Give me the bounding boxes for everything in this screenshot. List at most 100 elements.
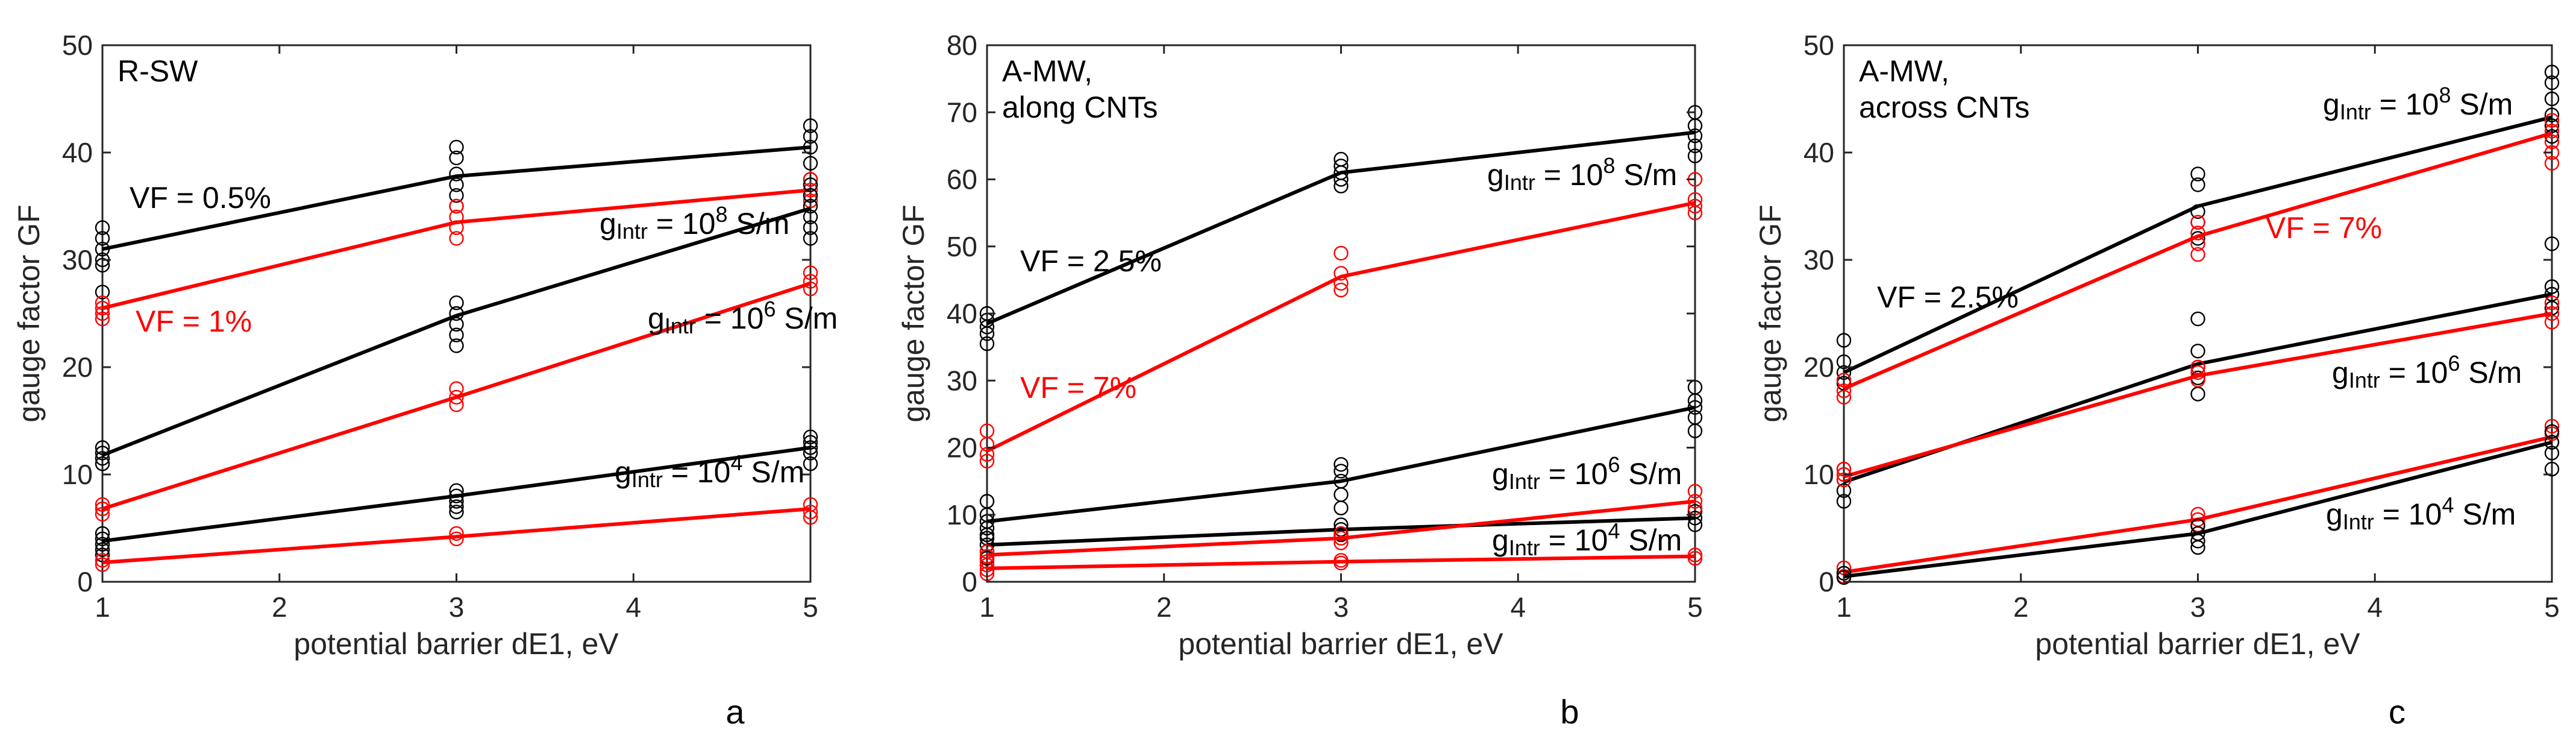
scatter-point-c-s2-x1-1: [2190, 344, 2205, 359]
scatter-point-c-s2-x0-3: [1836, 494, 1852, 509]
scatter-point-a-s2-x2-5: [803, 231, 818, 246]
scatter-point-c-s1-x0-2: [1836, 389, 1852, 405]
vf-black-label-b: VF = 2.5%: [1020, 244, 1162, 278]
series-line-a-2: [101, 206, 811, 457]
scatter-point-b-s1-x1-3: [1333, 282, 1349, 298]
scatter-point-a-s5-x0-1: [95, 557, 110, 572]
g-sup-6-a: 6: [763, 297, 776, 321]
x-tick-label-c-2: 3: [2190, 591, 2206, 623]
scatter-point-b-s0-x0-2: [979, 320, 995, 335]
g-intr-label-8-a: gIntr = 108 S/m: [600, 202, 789, 244]
scatter-point-c-s5-x2-0: [2544, 424, 2560, 439]
g-rest-4-c: = 10: [2374, 497, 2442, 531]
g-rest-8-b: = 10: [1535, 158, 1603, 192]
vf-black-label-c: VF = 2.5%: [1877, 280, 2019, 314]
g-sup-8-c: 8: [2439, 83, 2451, 107]
scatter-point-a-s3-x2-0: [803, 265, 818, 280]
scatter-point-c-s0-x1-0: [2190, 166, 2205, 181]
y-tick-label-b-8: 80: [947, 30, 977, 61]
scatter-point-b-s2-x1-1: [1333, 464, 1349, 479]
series-line-a-1: [102, 188, 811, 310]
g-sub-8-b: Intr: [1504, 170, 1535, 195]
panel-letter-b: b: [1560, 693, 1579, 731]
scatter-point-c-s0-x2-0: [2544, 65, 2560, 80]
g-rest-8-c: = 10: [2371, 87, 2439, 121]
g-intr-label-8-c: gIntr = 108 S/m: [2323, 83, 2513, 124]
y-tick-label-b-2: 20: [947, 432, 977, 464]
chart-title-b-line1: A-MW,: [1002, 54, 1092, 88]
g-rest-4-a: = 10: [663, 455, 731, 489]
scatter-point-a-s5-x2-2: [803, 510, 818, 525]
scatter-point-a-s2-x0-2: [95, 451, 110, 466]
scatter-point-b-s1-x2-2: [1687, 198, 1703, 214]
y-tick-label-c-4: 40: [1804, 137, 1834, 168]
scatter-point-a-s1-x1-0: [449, 198, 464, 214]
scatter-point-b-s2-x1-0: [1333, 457, 1349, 472]
x-tick-label-a-2: 3: [449, 591, 465, 623]
scatter-point-a-s4-x1-3: [449, 499, 464, 514]
x-tick-label-b-4: 5: [1687, 591, 1703, 623]
series-line-b-3: [986, 516, 1696, 547]
series-line-c-1: [1843, 131, 2552, 391]
scatter-point-c-s1-x2-0: [2544, 113, 2560, 128]
vf-black-label-a: VF = 0.5%: [130, 181, 271, 215]
scatter-point-c-s3-x0-2: [1836, 472, 1852, 488]
y-tick-label-b-6: 60: [947, 164, 977, 195]
g-sub-6-a: Intr: [665, 314, 696, 338]
scatter-point-a-s4-x0-2: [95, 537, 110, 552]
plot-area-a: [101, 44, 812, 583]
scatter-point-c-s3-x2-0: [2544, 295, 2560, 310]
scatter-point-a-s3-x0-1: [95, 501, 110, 517]
g-sub-6-b: Intr: [1509, 469, 1540, 494]
g-sub-8-c: Intr: [2340, 99, 2371, 124]
series-line-b-5: [986, 554, 1696, 570]
scatter-point-c-s1-x2-4: [2544, 156, 2560, 171]
g-rest-6-c: = 10: [2380, 356, 2448, 389]
x-tick-label-c-0: 1: [1836, 591, 1852, 623]
g-sub-4-a: Intr: [631, 467, 663, 492]
scatter-point-a-s1-x1-3: [449, 231, 464, 246]
scatter-point-c-s0-x2-2: [2544, 91, 2560, 107]
scatter-point-b-s0-x2-4: [1687, 148, 1703, 163]
g-rest-6-a: = 10: [696, 301, 764, 335]
scatter-point-b-s2-x2-1: [1687, 393, 1703, 408]
g-sup-8-a: 8: [715, 202, 727, 227]
y-axis-label-a: gauge factor GF: [12, 204, 46, 422]
scatter-point-b-s5-x2-1: [1687, 550, 1703, 566]
x-axis-label-b: potential barrier dE1, eV: [1178, 627, 1503, 661]
x-tick-label-c-4: 5: [2544, 591, 2560, 623]
scatter-point-a-s3-x2-2: [803, 281, 818, 297]
g-sup-4-a: 4: [730, 450, 742, 475]
scatter-point-c-s5-x1-3: [2190, 540, 2205, 555]
scatter-point-a-s4-x0-3: [95, 542, 110, 557]
x-tick-label-a-4: 5: [803, 591, 818, 623]
scatter-point-b-s0-x1-4: [1333, 178, 1349, 194]
chart-title-c-line1: A-MW,: [1859, 54, 1949, 88]
g-sub-4-c: Intr: [2343, 509, 2374, 534]
series-line-a-0: [102, 145, 811, 251]
scatter-point-b-s0-x0-4: [979, 336, 995, 351]
scatter-point-c-s1-x2-2: [2544, 134, 2560, 150]
x-axis-label-a: potential barrier dE1, eV: [293, 627, 619, 661]
g-intr-label-4-c: gIntr = 104 S/m: [2326, 493, 2516, 534]
scatter-point-a-s2-x2-1: [803, 188, 818, 203]
scatter-point-c-s1-x2-1: [2544, 124, 2560, 139]
scatter-point-a-s0-x1-3: [449, 177, 464, 192]
scatter-point-c-s1-x1-3: [2190, 247, 2205, 262]
vf-red-label-a: VF = 1%: [136, 304, 252, 338]
y-tick-label-b-0: 0: [962, 566, 977, 597]
y-tick-label-a-1: 10: [62, 459, 93, 490]
scatter-point-b-s4-x2-0: [1687, 484, 1703, 499]
g-unit-8-a: S/m: [727, 207, 789, 241]
scatter-point-a-s3-x2-1: [803, 274, 818, 289]
y-tick-label-b-3: 30: [947, 365, 977, 396]
y-tick-label-b-5: 50: [947, 231, 977, 262]
marks-a: [95, 118, 818, 572]
scatter-point-a-s0-x0-5: [95, 285, 110, 300]
series-line-a-3: [102, 282, 811, 511]
y-tick-label-c-2: 20: [1804, 351, 1834, 383]
g-intr-label-4-b: gIntr = 104 S/m: [1492, 518, 1682, 560]
